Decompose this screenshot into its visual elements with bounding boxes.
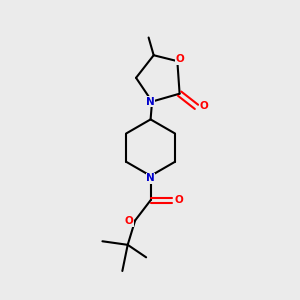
Text: O: O (125, 216, 134, 226)
Text: O: O (174, 195, 183, 205)
Text: O: O (200, 101, 208, 111)
Text: O: O (175, 54, 184, 64)
Text: N: N (146, 173, 155, 183)
Text: N: N (146, 97, 154, 106)
